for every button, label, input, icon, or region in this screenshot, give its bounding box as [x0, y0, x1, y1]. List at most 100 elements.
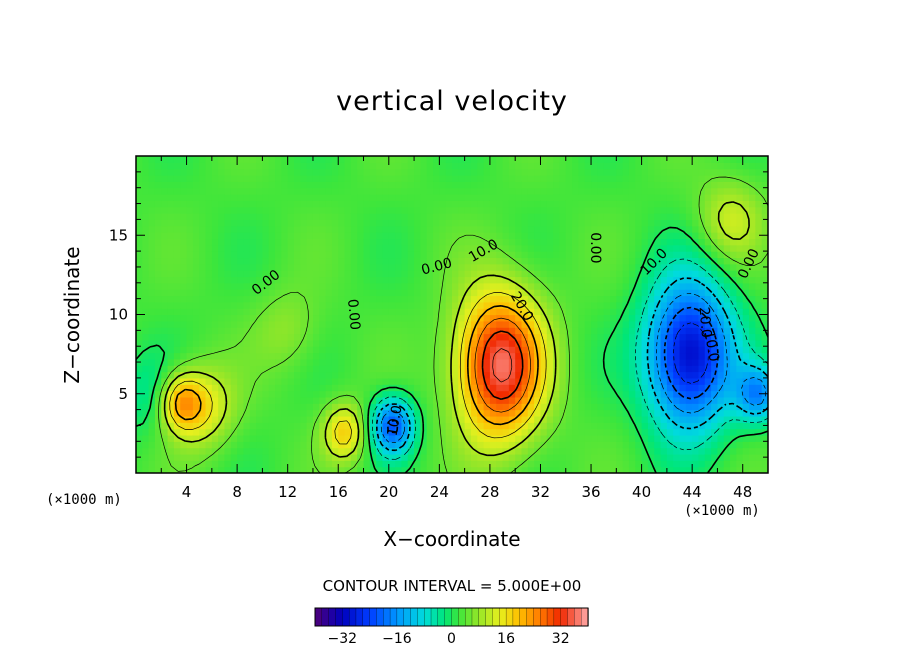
heatmap-cell — [243, 365, 251, 373]
heatmap-cell — [369, 225, 377, 233]
heatmap-cell — [312, 289, 320, 297]
heatmap-cell — [388, 396, 396, 404]
heatmap-cell — [660, 168, 668, 176]
heatmap-cell — [477, 377, 485, 385]
heatmap-cell — [717, 390, 725, 398]
heatmap-cell — [527, 352, 535, 360]
heatmap-cell — [736, 403, 744, 411]
heatmap-cell — [496, 206, 504, 214]
heatmap-cell — [483, 162, 491, 170]
heatmap-cell — [521, 270, 529, 278]
heatmap-cell — [515, 308, 523, 316]
heatmap-cell — [268, 377, 276, 385]
heatmap-cell — [553, 270, 561, 278]
heatmap-cell — [407, 314, 415, 322]
heatmap-cell — [300, 308, 308, 316]
heatmap-cell — [603, 244, 611, 252]
heatmap-cell — [331, 301, 339, 309]
heatmap-cell — [635, 263, 643, 271]
heatmap-cell — [136, 308, 143, 316]
heatmap-cell — [420, 200, 428, 208]
heatmap-cell — [502, 365, 510, 373]
heatmap-cell — [407, 194, 415, 201]
heatmap-cell — [167, 301, 175, 309]
heatmap-cell — [591, 441, 598, 449]
heatmap-cell — [382, 434, 390, 442]
heatmap-cell — [508, 441, 516, 449]
heatmap-cell — [477, 352, 485, 360]
heatmap-cell — [641, 213, 649, 220]
heatmap-cell — [407, 365, 415, 373]
heatmap-cell — [685, 339, 693, 347]
heatmap-cell — [736, 289, 744, 297]
heatmap-cell — [723, 403, 731, 411]
heatmap-cell — [565, 244, 573, 252]
heatmap-cell — [287, 263, 295, 271]
heatmap-cell — [559, 244, 567, 252]
heatmap-cell — [660, 453, 668, 461]
heatmap-cell — [325, 168, 333, 176]
heatmap-cell — [565, 181, 573, 189]
heatmap-cell — [161, 276, 169, 284]
heatmap-cell — [205, 320, 213, 328]
heatmap-cell — [610, 238, 617, 246]
heatmap-cell — [565, 232, 573, 240]
heatmap-cell — [723, 396, 731, 404]
heatmap-cell — [534, 327, 542, 335]
heatmap-cell — [142, 396, 150, 404]
heatmap-cell — [388, 333, 396, 341]
heatmap-cell — [742, 168, 750, 176]
heatmap-cell — [584, 409, 592, 417]
heatmap-cell — [142, 295, 150, 303]
heatmap-cell — [483, 206, 491, 214]
heatmap-cell — [401, 225, 409, 233]
heatmap-cell — [458, 289, 466, 297]
heatmap-cell — [458, 352, 466, 360]
heatmap-cell — [654, 365, 662, 373]
heatmap-cell — [578, 415, 586, 423]
heatmap-cell — [306, 276, 314, 284]
heatmap-cell — [692, 415, 700, 423]
heatmap-cell — [161, 320, 169, 328]
heatmap-cell — [331, 460, 339, 468]
heatmap-cell — [730, 257, 737, 265]
heatmap-cell — [350, 225, 358, 233]
heatmap-cell — [654, 339, 662, 347]
heatmap-cell — [136, 339, 143, 347]
heatmap-cell — [584, 282, 592, 290]
heatmap-cell — [641, 181, 649, 189]
heatmap-cell — [262, 181, 270, 189]
heatmap-cell — [742, 282, 750, 290]
heatmap-cell — [452, 339, 459, 347]
heatmap-cell — [755, 187, 763, 195]
heatmap-cell — [572, 377, 579, 385]
heatmap-cell — [401, 308, 409, 316]
heatmap-cell — [173, 225, 181, 233]
heatmap-cell — [666, 333, 674, 341]
heatmap-cell — [553, 409, 561, 417]
heatmap-cell — [287, 377, 295, 385]
heatmap-cell — [344, 339, 352, 347]
heatmap-cell — [483, 390, 491, 398]
heatmap-cell — [578, 295, 586, 303]
heatmap-cell — [275, 460, 282, 468]
heatmap-cell — [742, 346, 750, 354]
heatmap-cell — [673, 194, 681, 201]
heatmap-cell — [679, 415, 687, 423]
heatmap-cell — [660, 415, 668, 423]
heatmap-cell — [395, 213, 403, 220]
heatmap-cell — [521, 346, 529, 354]
heatmap-cell — [730, 295, 737, 303]
heatmap-cell — [616, 447, 624, 455]
heatmap-cell — [161, 415, 169, 423]
heatmap-cell — [262, 422, 270, 430]
heatmap-cell — [369, 232, 377, 240]
heatmap-cell — [433, 415, 440, 423]
heatmap-cell — [275, 232, 282, 240]
heatmap-cell — [344, 314, 352, 322]
heatmap-cell — [256, 244, 263, 252]
heatmap-cell — [698, 460, 706, 468]
heatmap-cell — [319, 257, 327, 265]
heatmap-cell — [369, 168, 377, 176]
heatmap-cell — [426, 466, 434, 473]
